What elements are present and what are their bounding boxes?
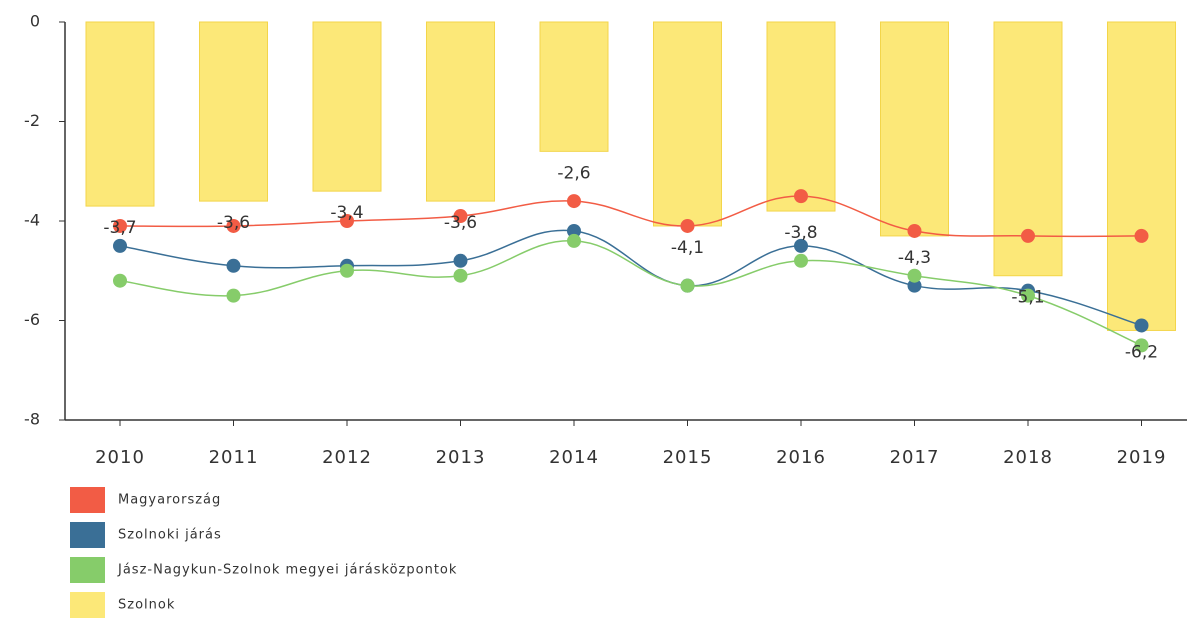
bar: [199, 21, 268, 202]
x-tick-label: 2015: [663, 447, 713, 468]
x-tick-label: 2016: [776, 447, 826, 468]
point: [680, 278, 695, 293]
legend-swatch: [70, 487, 105, 513]
bar: [426, 21, 495, 202]
bar: [653, 21, 722, 227]
point: [794, 253, 808, 268]
line: [119, 240, 1142, 347]
data-label: -3,6: [444, 213, 477, 233]
line: [119, 195, 1142, 238]
x-tick-label: 2019: [1117, 447, 1167, 468]
point: [226, 258, 241, 273]
point: [453, 268, 468, 283]
legend-swatch: [70, 522, 105, 548]
bar: [539, 21, 609, 152]
y-tick-label: -2: [24, 111, 40, 130]
point: [567, 233, 581, 248]
point: [340, 214, 354, 228]
point: [226, 218, 241, 233]
legend-label: Szolnok: [118, 598, 175, 613]
y-tick-label: -4: [24, 211, 40, 230]
data-label: -4,3: [898, 248, 931, 268]
data-label: -3,7: [103, 218, 136, 238]
data-label: -2,6: [557, 163, 590, 183]
point: [794, 189, 808, 204]
x-tick-label: 2010: [95, 447, 145, 468]
legend-label: Jász-Nagykun-Szolnok megyei járásközpont…: [117, 563, 457, 578]
point: [1134, 228, 1149, 243]
bar: [312, 21, 382, 192]
y-tick-label: 0: [30, 12, 40, 31]
point: [907, 278, 922, 293]
bar: [1107, 21, 1176, 331]
y-tick-label: -8: [24, 410, 40, 429]
x-tick-label: 2017: [890, 447, 940, 468]
legend-swatch: [70, 557, 105, 583]
legend-label: Magyarország: [118, 493, 221, 508]
y-tick-label: -6: [24, 310, 40, 329]
point: [680, 218, 695, 233]
point: [1134, 318, 1149, 333]
point: [567, 194, 581, 209]
point: [567, 223, 581, 238]
data-label: -4,1: [671, 238, 704, 258]
point: [453, 209, 468, 224]
line: [119, 229, 1142, 327]
x-tick-label: 2014: [549, 447, 599, 468]
point: [907, 223, 922, 238]
point: [794, 238, 808, 253]
x-tick-label: 2013: [436, 447, 486, 468]
point: [226, 288, 241, 303]
data-label: -5,1: [1011, 288, 1044, 308]
x-tick-label: 2011: [209, 447, 259, 468]
point: [113, 238, 127, 253]
x-tick-label: 2018: [1003, 447, 1053, 468]
point: [113, 218, 127, 233]
point: [907, 268, 922, 283]
point: [1021, 228, 1035, 243]
point: [113, 273, 127, 288]
point: [340, 263, 354, 278]
data-label: -6,2: [1125, 342, 1158, 362]
x-tick-label: 2012: [322, 447, 372, 468]
point: [1021, 288, 1035, 303]
bar: [85, 21, 155, 207]
data-label: -3,8: [784, 223, 817, 243]
data-label: -3,6: [217, 213, 250, 233]
legend-label: Szolnoki járás: [118, 528, 222, 543]
point: [1134, 338, 1149, 353]
legend-swatch: [70, 592, 105, 618]
bar: [766, 21, 836, 212]
data-label: -3,4: [330, 203, 363, 223]
bar: [880, 21, 949, 237]
point: [453, 253, 468, 268]
